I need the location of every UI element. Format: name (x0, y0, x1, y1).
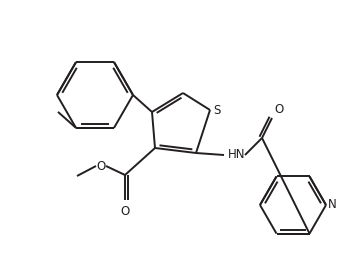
Text: O: O (120, 205, 130, 218)
Text: HN: HN (228, 148, 246, 161)
Text: O: O (97, 160, 106, 173)
Text: S: S (213, 104, 220, 117)
Text: O: O (274, 103, 283, 116)
Text: N: N (328, 198, 337, 211)
